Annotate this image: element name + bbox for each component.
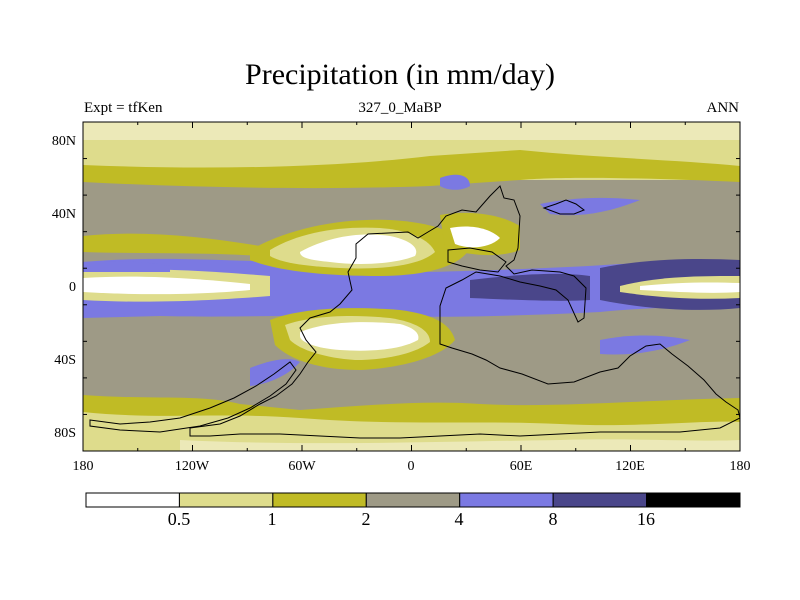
- south-desert-core: [300, 322, 419, 351]
- colorbar-label-5: 16: [637, 509, 655, 529]
- north-wet-strip-west: [83, 261, 170, 272]
- north-wet-patch-east: [540, 197, 640, 216]
- lon-label-120e: 120E: [615, 459, 645, 474]
- south-wet-patch-east: [600, 335, 690, 355]
- colorbar-swatch: [459, 492, 554, 508]
- lon-label-180w: 180: [73, 459, 94, 474]
- lat-label-80n: 80N: [52, 134, 76, 149]
- lon-label-60w: 60W: [288, 459, 316, 474]
- lat-label-40n: 40N: [52, 207, 76, 222]
- colorbar-label-0: 0.5: [168, 509, 191, 529]
- colorbar-swatch: [85, 492, 180, 508]
- colorbar-label-4: 8: [549, 509, 558, 529]
- colorbar-swatch: [272, 492, 367, 508]
- lat-label-80s: 80S: [54, 426, 76, 441]
- south-polar-light: [180, 439, 740, 451]
- north-island-outline: [542, 199, 586, 215]
- lat-label-40s: 40S: [54, 353, 76, 368]
- north-polar-light: [83, 122, 740, 140]
- south-wet-patch-west: [250, 359, 300, 386]
- equatorial-wet-band: [83, 258, 740, 318]
- colorbar-swatch: [365, 492, 461, 508]
- experiment-label: Expt = tfKen: [84, 100, 163, 116]
- equatorial-dry-east-core: [640, 282, 740, 293]
- colorbar-label-3: 4: [455, 509, 464, 529]
- north-desert-core: [300, 234, 417, 264]
- colorbar: [85, 492, 741, 508]
- lon-label-60e: 60E: [510, 459, 533, 474]
- wet-core-central: [470, 273, 590, 301]
- supercontinent-outline: [189, 185, 740, 439]
- colorbar-label-2: 2: [362, 509, 371, 529]
- map-title: Precipitation (in mm/day): [245, 58, 555, 91]
- period-label: 327_0_MaBP: [358, 100, 442, 116]
- colorbar-label-1: 1: [268, 509, 277, 529]
- contour-field: [83, 122, 740, 451]
- lat-label-0: 0: [69, 280, 76, 295]
- season-label: ANN: [706, 100, 740, 116]
- north-wet-patch-central: [440, 174, 470, 190]
- north-midlat-band: [83, 150, 740, 189]
- northeast-desert-core: [450, 226, 500, 248]
- axis-ticks: [82, 121, 741, 452]
- north-ocean-dry: [83, 233, 260, 256]
- colorbar-swatch: [552, 492, 648, 508]
- lon-label-180e: 180: [730, 459, 751, 474]
- lon-label-0: 0: [408, 459, 415, 474]
- colorbar-swatch: [178, 492, 274, 508]
- lon-label-120w: 120W: [175, 459, 210, 474]
- equatorial-dry-west-core: [83, 276, 250, 295]
- northeast-block-outline: [447, 247, 507, 273]
- colorbar-swatch: [646, 492, 741, 508]
- continent-outlines: [89, 185, 740, 439]
- southwest-landmass-outline: [89, 361, 297, 433]
